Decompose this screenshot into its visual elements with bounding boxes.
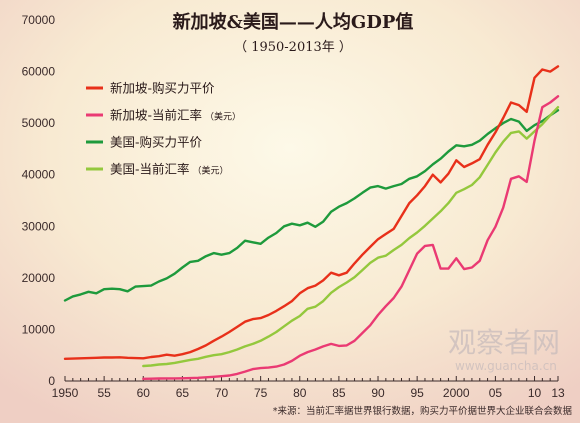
- y-tick-label: 50000: [22, 116, 56, 130]
- x-tick-label: 90: [371, 386, 385, 400]
- y-tick-label: 20000: [22, 271, 56, 285]
- watermark: 观察者网 www.guancha.cn: [448, 326, 560, 373]
- series-line-us-cur: [142, 106, 560, 368]
- legend-label: 新加坡-购买力平价: [110, 81, 215, 96]
- y-tick-label: 60000: [22, 65, 56, 79]
- x-tick-label: 60: [137, 386, 151, 400]
- x-tick-label: 75: [254, 386, 268, 400]
- x-tick-label: 05: [489, 386, 503, 400]
- y-tick-label: 30000: [22, 219, 56, 233]
- chart-title: 新加坡&美国——人均GDP值: [173, 11, 414, 33]
- y-axis: 0 10000 20000 30000 40000 50000 60000 70000: [22, 13, 56, 388]
- y-tick-label: 70000: [22, 13, 56, 27]
- x-tick-label: 85: [332, 386, 346, 400]
- series-line-sg-ppp: [63, 65, 560, 360]
- y-tick-label: 10000: [22, 322, 56, 336]
- x-axis: 1950 55 60 65 70 75 80 85 90 95 2000 05 10 13: [52, 376, 565, 400]
- x-tick-label: 55: [97, 386, 111, 400]
- x-tick-label: 13: [551, 386, 565, 400]
- series-line-sg-cur: [142, 95, 560, 380]
- x-tick-label: 65: [176, 386, 190, 400]
- x-tick-label: 70: [215, 386, 229, 400]
- y-tick-label: 40000: [22, 168, 56, 182]
- chart-subtitle: （ 1950-2013年 ）: [234, 40, 352, 55]
- source-note: *来源：当前汇率据世界银行数据，购买力平价据世界大企业联合会数据: [273, 405, 573, 417]
- legend-label: 美国-当前汇率 （美元）: [110, 162, 229, 177]
- x-tick-label: 10: [528, 386, 542, 400]
- watermark-url: www.guancha.cn: [455, 359, 557, 373]
- series-line-us-ppp: [63, 109, 560, 302]
- x-tick-label: 95: [410, 386, 424, 400]
- legend-label: 美国-购买力平价: [110, 135, 203, 150]
- x-tick-label: 80: [293, 386, 307, 400]
- watermark-logo-text: 观察者网: [448, 326, 560, 359]
- x-tick-label: 1950: [52, 386, 79, 400]
- series-layer: [63, 65, 560, 380]
- legend-label: 新加坡-当前汇率 （美元）: [110, 108, 241, 123]
- x-tick-label: 2000: [443, 386, 470, 400]
- y-tick-label: 0: [48, 374, 55, 388]
